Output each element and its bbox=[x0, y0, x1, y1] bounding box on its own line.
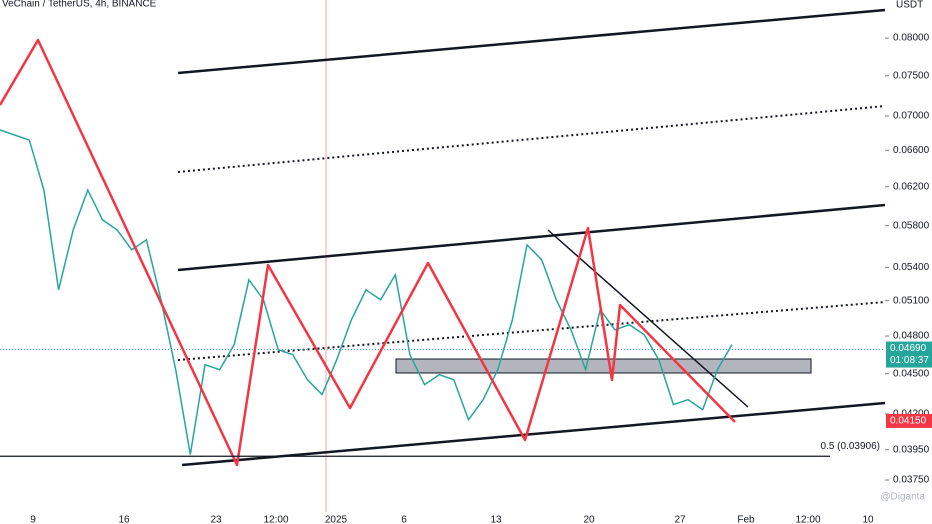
x-tick-label: 10 bbox=[862, 515, 874, 524]
price-layer bbox=[0, 129, 885, 455]
y-tick-label: 0.06600 bbox=[893, 145, 930, 156]
x-tick-label: 27 bbox=[674, 515, 686, 524]
currency: USDT bbox=[896, 0, 923, 11]
x-tick-label: 23 bbox=[210, 515, 222, 524]
y-tick-label: 0.05400 bbox=[893, 262, 930, 273]
x-tick-label: 6 bbox=[401, 515, 407, 524]
x-tick-label: 2025 bbox=[325, 515, 348, 524]
y-tick-label: 0.04500 bbox=[893, 368, 930, 379]
y-tick-label: 0.06200 bbox=[893, 181, 930, 192]
chart-title: VeChain / TetherUS, 4h, BINANCE bbox=[2, 0, 157, 10]
x-tick-label: Feb bbox=[737, 515, 755, 524]
y-tick-label: 0.07500 bbox=[893, 70, 930, 81]
channel-line bbox=[177, 301, 886, 361]
channel-line bbox=[177, 105, 886, 173]
y-tick-label: 0.04800 bbox=[893, 331, 930, 342]
y-tick-label: 0.07000 bbox=[893, 111, 930, 122]
x-tick-label: 20 bbox=[583, 515, 595, 524]
y-tick-label: 0.05800 bbox=[893, 220, 930, 231]
support-zone bbox=[395, 358, 812, 374]
marker-price-tag bbox=[886, 413, 932, 428]
y-tick-label: 0.03950 bbox=[893, 444, 930, 455]
x-tick-label: 12:00 bbox=[795, 515, 820, 524]
x-tick-label: 12:00 bbox=[263, 515, 288, 524]
y-tick-label: 0.08000 bbox=[893, 33, 930, 44]
fib-label: 0.5 (0.03906) bbox=[821, 441, 881, 452]
channel-line bbox=[177, 203, 886, 272]
channel bbox=[177, 8, 886, 467]
channel-line bbox=[181, 401, 886, 467]
countdown: 01:08:37 bbox=[890, 355, 929, 366]
zigzag bbox=[0, 38, 736, 467]
x-tick-label: 13 bbox=[490, 515, 502, 524]
channel-line bbox=[177, 8, 886, 75]
watermark: @Diganta bbox=[880, 492, 925, 503]
marker-price-label: 0.04150 bbox=[890, 416, 927, 427]
current-price-label: 0.04690 bbox=[890, 343, 927, 354]
x-tick-label: 16 bbox=[118, 515, 130, 524]
x-tick-label: 9 bbox=[30, 515, 36, 524]
y-tick-label: 0.03750 bbox=[893, 475, 930, 486]
current-price-tag bbox=[886, 341, 932, 368]
y-tick-label: 0.05100 bbox=[893, 295, 930, 306]
price-line bbox=[0, 129, 733, 455]
